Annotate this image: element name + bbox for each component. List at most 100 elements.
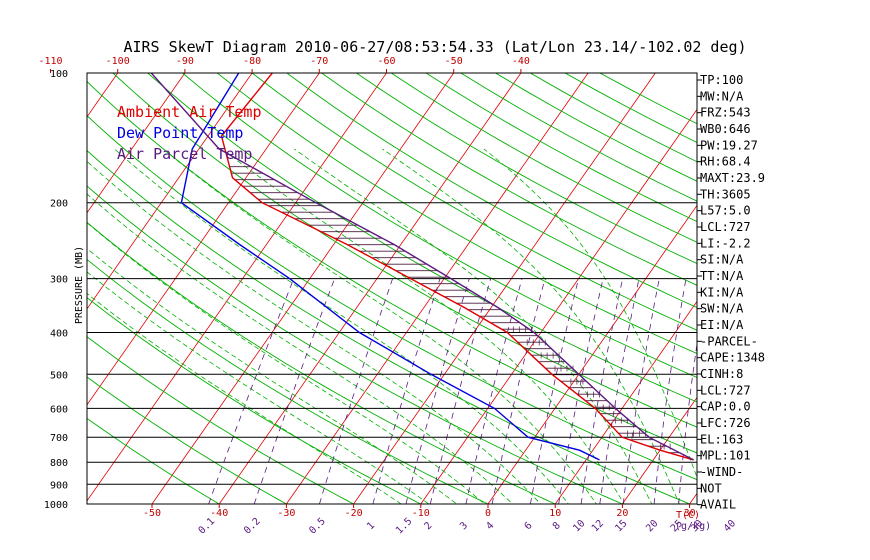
mixing-ratio-tick-label: 6 — [523, 520, 535, 532]
mixing-ratio-tick-label: 0.5 — [307, 516, 328, 537]
isotherm-line — [420, 108, 697, 504]
dry-adiabat-line — [87, 376, 288, 504]
top-temp-tick-label: -110 — [38, 56, 62, 67]
bottom-temp-tick-label: -40 — [210, 508, 228, 519]
y-axis-label: PRESSURE (MB) — [74, 246, 85, 324]
index-entry: TT:N/A — [700, 269, 744, 283]
mixing-ratio-line — [253, 278, 335, 504]
mixing-ratio-tick-label: 15 — [613, 518, 629, 534]
mixing-ratio-line — [599, 278, 640, 504]
index-entry: CAP:0.0 — [700, 400, 751, 414]
mixing-ratio-line — [558, 278, 604, 504]
mixing-ratio-line — [429, 278, 492, 504]
pressure-tick-label: 700 — [50, 433, 68, 444]
dry-adiabat-line — [87, 185, 624, 504]
mixing-ratio-line — [678, 341, 697, 504]
dry-adiabat-line — [112, 73, 697, 428]
isotherm-line — [554, 300, 697, 504]
mixing-ratio-tick-label: 2 — [423, 520, 435, 532]
mixing-ratio-tick-label: 20 — [644, 518, 660, 534]
dry-adiabat-line — [217, 73, 697, 355]
isotherm-line — [757, 73, 870, 504]
mixing-ratio-line — [580, 278, 624, 504]
cape-hatching — [229, 166, 680, 454]
index-entry: AVAIL — [700, 498, 736, 512]
pressure-tick-label: 200 — [50, 199, 68, 210]
moist-adiabat-line — [87, 160, 542, 504]
mixing-ratio-tick-label: 3 — [458, 520, 470, 532]
isotherm-line — [87, 73, 186, 214]
dry-adiabat-line — [87, 221, 557, 504]
stability-indices-panel: TP:100 MW:N/A FRZ:543 WB0:646 PW:19.27 RH:68.… — [697, 73, 765, 512]
bottom-temp-tick-label: -10 — [412, 508, 430, 519]
bottom-temp-tick-label: -30 — [277, 508, 295, 519]
isotherm-line — [622, 396, 697, 504]
mixing-ratio-line — [491, 278, 546, 504]
pressure-tick-label: 800 — [50, 458, 68, 469]
top-temp-tick-label: -40 — [512, 56, 530, 67]
index-entry: RH:68.4 — [700, 155, 751, 169]
pressure-tick-label: 100 — [50, 69, 68, 80]
index-entry: KI:N/A — [700, 285, 744, 299]
top-temp-tick-label: -60 — [377, 56, 395, 67]
profile-series — [150, 73, 694, 461]
top-temp-tick-label: -50 — [445, 56, 463, 67]
dew-point-temp-line — [180, 73, 600, 461]
plot-frame — [86, 72, 698, 505]
top-temp-tick-label: -80 — [243, 56, 261, 67]
index-entry: TH:3605 — [700, 187, 751, 201]
index-entry: NOT — [700, 481, 722, 495]
isotherm-line — [87, 73, 387, 502]
mixing-ratio-tick-label: 12 — [590, 518, 606, 534]
moist-adiabat-lines — [87, 148, 697, 504]
isotherm-line — [353, 73, 656, 504]
index-entry: TP:100 — [700, 73, 743, 87]
index-entry: CINH:8 — [700, 367, 743, 381]
index-entry: FRZ:543 — [700, 106, 751, 120]
mixing-ratio-line — [372, 278, 441, 504]
mixing-ratio-tick-label: 1 — [365, 520, 377, 532]
isotherm-line — [87, 73, 253, 310]
mixing-ratio-line — [405, 278, 470, 504]
index-entry: LCL:727 — [700, 220, 751, 234]
dry-adiabat-line — [251, 73, 697, 331]
air-parcel-temp-line — [150, 73, 694, 461]
mixing-ratio-tick-label: 4 — [484, 520, 496, 532]
index-entry: CAPE:1348 — [700, 351, 765, 365]
index-entry: MAXT:23.9 — [700, 171, 765, 185]
dry-adiabat-line — [87, 80, 697, 454]
bottom-temp-tick-label: 0 — [485, 508, 491, 519]
mixing-ratio-line — [319, 278, 393, 504]
temp-unit-label: T(C) — [676, 510, 700, 521]
mixing-ratio-lines — [208, 278, 697, 504]
index-entry: EL:163 — [700, 432, 743, 446]
index-entry: -PARCEL- — [700, 334, 758, 348]
pressure-tick-label: 600 — [50, 404, 68, 415]
dry-adiabat-line — [87, 417, 221, 504]
pressure-gridlines — [87, 202, 697, 485]
index-entry: MW:N/A — [700, 89, 744, 103]
legend: Ambient Air Temp Dew Point Temp Air Parc… — [117, 103, 262, 163]
top-temp-tick-label: -70 — [310, 56, 328, 67]
top-temp-tick-label: -90 — [176, 56, 194, 67]
index-entry: MPL:101 — [700, 449, 751, 463]
pressure-tick-label: 300 — [50, 275, 68, 286]
dry-adiabat-line — [182, 73, 697, 379]
mixing-ratio-tick-label: 1.5 — [394, 516, 415, 537]
pressure-tick-label: 900 — [50, 480, 68, 491]
ambient-air-temp-line — [220, 73, 694, 461]
index-entry: -WIND- — [700, 465, 743, 479]
isotherm-line — [218, 73, 522, 504]
mixing-ratio-tick-label: 40 — [722, 518, 738, 534]
mixing-ratio-tick-label: 10 — [571, 518, 587, 534]
index-entry: EI:N/A — [700, 318, 744, 332]
dry-adiabat-line — [425, 73, 697, 223]
index-entry: LFC:726 — [700, 416, 751, 430]
mixing-ratio-line — [622, 278, 660, 504]
index-entry: SW:N/A — [700, 302, 744, 316]
index-entry: PW:19.27 — [700, 138, 758, 152]
index-entry: L57:5.0 — [700, 204, 751, 218]
bottom-temp-tick-label: 30 — [684, 508, 696, 519]
index-entry: LCL:727 — [700, 383, 751, 397]
